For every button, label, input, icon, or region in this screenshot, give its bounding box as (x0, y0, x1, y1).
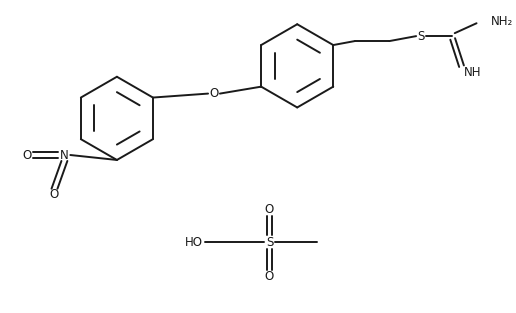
Text: NH₂: NH₂ (490, 15, 513, 28)
Text: O: O (22, 148, 31, 162)
Text: O: O (50, 188, 59, 201)
Text: N: N (60, 148, 69, 162)
Text: O: O (265, 203, 274, 216)
Text: HO: HO (185, 236, 203, 249)
Text: O: O (209, 87, 219, 100)
Text: S: S (417, 30, 425, 43)
Text: S: S (266, 236, 273, 249)
Text: O: O (265, 270, 274, 283)
Text: NH: NH (464, 66, 481, 79)
